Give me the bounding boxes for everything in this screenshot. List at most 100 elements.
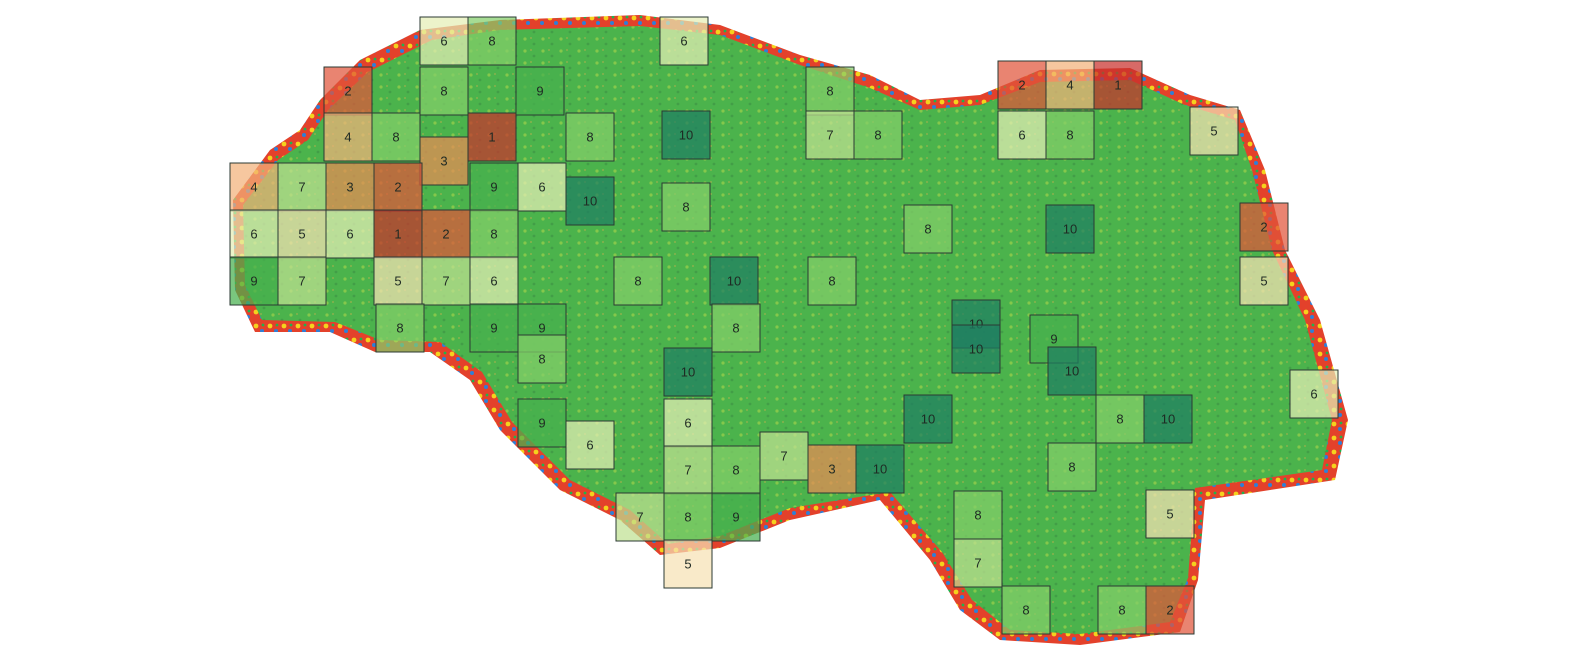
grid-cell[interactable]: 8: [807, 256, 857, 306]
grid-cell[interactable]: 7: [953, 538, 1003, 588]
grid-cell[interactable]: 6: [229, 209, 279, 259]
grid-cell-fill: [277, 256, 327, 306]
grid-cell[interactable]: 1: [467, 112, 517, 162]
grid-cell[interactable]: 6: [325, 209, 375, 259]
grid-cell[interactable]: 7: [421, 256, 471, 306]
grid-cell[interactable]: 9: [229, 256, 279, 306]
grid-cell-score: 7: [780, 449, 787, 464]
grid-cell[interactable]: 2: [1239, 202, 1289, 252]
grid-cell[interactable]: 10: [1045, 204, 1095, 254]
grid-cell-score: 9: [490, 321, 497, 336]
grid-cell[interactable]: 8: [663, 492, 713, 542]
grid-cell-score: 8: [490, 227, 497, 242]
grid-cell[interactable]: 9: [517, 398, 567, 448]
grid-cell[interactable]: 9: [469, 162, 519, 212]
grid-cell[interactable]: 4: [1045, 60, 1095, 110]
grid-cell[interactable]: 6: [517, 162, 567, 212]
grid-cell[interactable]: 8: [371, 112, 421, 162]
grid-cell[interactable]: 7: [663, 445, 713, 495]
grid-cell[interactable]: 8: [661, 182, 711, 232]
grid-cell[interactable]: 10: [1143, 394, 1193, 444]
grid-cell[interactable]: 2: [421, 209, 471, 259]
grid-cell[interactable]: 9: [469, 303, 519, 353]
grid-cell[interactable]: 8: [375, 303, 425, 353]
grid-cell[interactable]: 8: [953, 490, 1003, 540]
grid-cell[interactable]: 1: [1093, 60, 1143, 110]
grid-cell-fill: [855, 444, 905, 494]
grid-cell-fill: [903, 394, 953, 444]
grid-cell-score: 7: [636, 510, 643, 525]
grid-cell[interactable]: 9: [515, 66, 565, 116]
grid-cell[interactable]: 6: [469, 256, 519, 306]
grid-cell[interactable]: 8: [1047, 442, 1097, 492]
grid-cell-score: 5: [684, 557, 691, 572]
grid-cell-score: 10: [583, 194, 597, 209]
grid-cell-fill: [1047, 442, 1097, 492]
grid-cell[interactable]: 8: [1097, 585, 1147, 635]
grid-cell[interactable]: 5: [373, 256, 423, 306]
grid-cell[interactable]: 2: [373, 162, 423, 212]
grid-cell[interactable]: 1: [373, 209, 423, 259]
grid-cell[interactable]: 5: [1239, 256, 1289, 306]
grid-cell[interactable]: 2: [997, 60, 1047, 110]
grid-cell-score: 6: [680, 34, 687, 49]
grid-cell[interactable]: 5: [1189, 106, 1239, 156]
grid-cell[interactable]: 8: [711, 303, 761, 353]
grid-cell[interactable]: 10: [1047, 346, 1097, 396]
grid-cell[interactable]: 6: [565, 420, 615, 470]
grid-cell[interactable]: 6: [659, 16, 709, 66]
grid-cell[interactable]: 3: [419, 136, 469, 186]
grid-cell[interactable]: 4: [229, 162, 279, 212]
grid-cell[interactable]: 9: [711, 492, 761, 542]
grid-cell-score: 7: [826, 128, 833, 143]
grid-cell[interactable]: 8: [1001, 585, 1051, 635]
grid-cell[interactable]: 8: [1095, 394, 1145, 444]
grid-cell[interactable]: 3: [807, 444, 857, 494]
grid-cell[interactable]: 5: [1145, 489, 1195, 539]
grid-cell[interactable]: 8: [805, 66, 855, 116]
grid-cell[interactable]: 5: [277, 209, 327, 259]
grid-cell[interactable]: 2: [1145, 585, 1195, 635]
grid-cell[interactable]: 8: [517, 334, 567, 384]
grid-cell-score: 8: [392, 130, 399, 145]
grid-cell[interactable]: 10: [903, 394, 953, 444]
grid-cell-fill: [1145, 585, 1195, 635]
grid-cell[interactable]: 7: [805, 110, 855, 160]
grid-cell-fill: [419, 136, 469, 186]
grid-cell[interactable]: 7: [615, 492, 665, 542]
grid-cell-fill: [997, 110, 1047, 160]
grid-cell-fill: [421, 256, 471, 306]
grid-cell[interactable]: 8: [469, 209, 519, 259]
grid-cell[interactable]: 5: [663, 539, 713, 589]
grid-cell[interactable]: 6: [419, 16, 469, 66]
grid-cell[interactable]: 4: [323, 112, 373, 162]
grid-cell[interactable]: 6: [1289, 369, 1339, 419]
grid-cell[interactable]: 10: [565, 176, 615, 226]
grid-cell[interactable]: 10: [663, 347, 713, 397]
grid-cell-score: 6: [250, 227, 257, 242]
grid-cell[interactable]: 10: [709, 256, 759, 306]
grid-cell-score: 5: [1260, 274, 1267, 289]
grid-cell[interactable]: 7: [759, 431, 809, 481]
grid-cell[interactable]: 8: [853, 110, 903, 160]
grid-cell[interactable]: 3: [325, 162, 375, 212]
grid-cell[interactable]: 8: [419, 66, 469, 116]
grid-cell[interactable]: 8: [711, 445, 761, 495]
grid-cell[interactable]: 6: [997, 110, 1047, 160]
grid-cell-fill: [1239, 202, 1289, 252]
grid-cell-score: 8: [682, 200, 689, 215]
grid-cell[interactable]: 10: [951, 324, 1001, 374]
grid-cell[interactable]: 8: [565, 112, 615, 162]
grid-cell[interactable]: 10: [661, 110, 711, 160]
grid-cell[interactable]: 8: [613, 256, 663, 306]
grid-cell[interactable]: 7: [277, 162, 327, 212]
grid-cell[interactable]: 7: [277, 256, 327, 306]
grid-cell[interactable]: 10: [855, 444, 905, 494]
grid-cell[interactable]: 2: [323, 66, 373, 116]
grid-cell[interactable]: 8: [903, 204, 953, 254]
grid-cell[interactable]: 8: [1045, 110, 1095, 160]
grid-cell-score: 1: [1114, 78, 1121, 93]
grid-cell[interactable]: 8: [467, 16, 517, 66]
grid-cell-score: 8: [634, 274, 641, 289]
grid-cell[interactable]: 6: [663, 398, 713, 448]
